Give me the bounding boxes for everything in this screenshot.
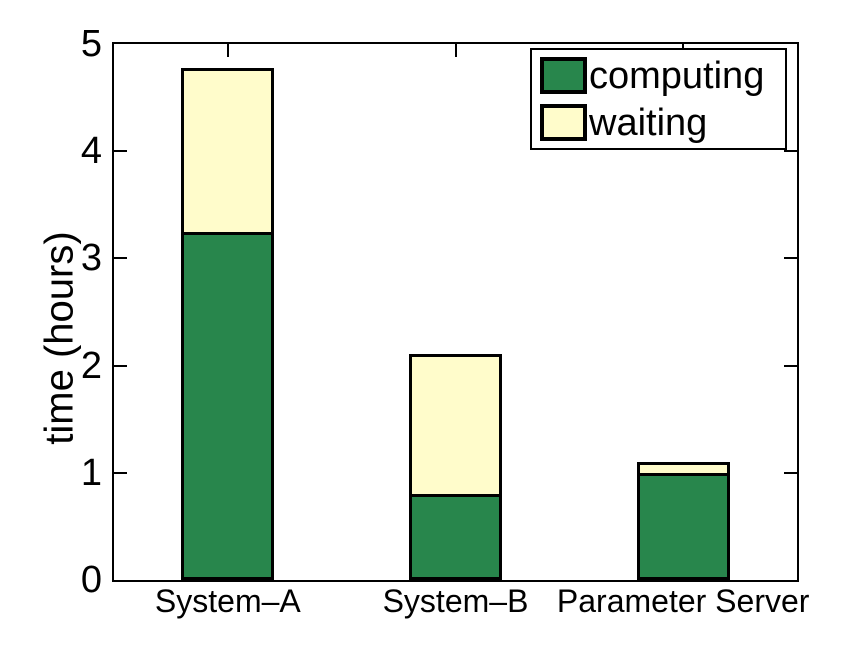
y-tick-label-4: 4 xyxy=(80,130,102,173)
legend-label-computing: computing xyxy=(589,54,765,97)
y-tick-label-3: 3 xyxy=(80,237,102,280)
x-tick-mark-top-system-a xyxy=(226,44,229,57)
y-tick-label-1: 1 xyxy=(80,451,102,494)
bar-segment-computing-system-b xyxy=(409,494,502,580)
legend-label-waiting: waiting xyxy=(589,101,708,144)
x-tick-label-parameter-server: Parameter Server xyxy=(556,583,810,619)
y-tick-mark-left-1 xyxy=(114,471,127,474)
bar-segment-waiting-system-a xyxy=(181,67,275,232)
y-tick-mark-left-3 xyxy=(114,257,127,260)
legend-item-waiting: waiting xyxy=(540,104,785,142)
bar-segment-computing-system-a xyxy=(181,231,275,580)
x-tick-mark-top-system-b xyxy=(454,44,457,57)
x-tick-label-system-b: System–B xyxy=(382,583,529,619)
x-tick-label-system-a: System–A xyxy=(154,583,301,619)
legend: computing waiting xyxy=(530,48,787,150)
y-tick-mark-right-1 xyxy=(784,471,797,474)
y-tick-label-2: 2 xyxy=(80,344,102,387)
y-tick-mark-right-3 xyxy=(784,257,797,260)
bar-segment-computing-parameter-server xyxy=(636,472,730,580)
legend-swatch-computing-icon xyxy=(540,57,587,94)
bar-segment-waiting-system-b xyxy=(409,353,502,495)
y-tick-mark-right-2 xyxy=(784,364,797,367)
y-tick-label-0: 0 xyxy=(80,559,102,601)
y-tick-label-5: 5 xyxy=(80,23,102,65)
y-tick-mark-left-4 xyxy=(114,150,127,153)
y-tick-mark-right-4 xyxy=(784,150,797,153)
legend-item-computing: computing xyxy=(540,57,785,95)
bar-segment-waiting-parameter-server xyxy=(636,462,730,473)
y-tick-mark-left-2 xyxy=(114,364,127,367)
legend-swatch-waiting-icon xyxy=(540,104,587,141)
